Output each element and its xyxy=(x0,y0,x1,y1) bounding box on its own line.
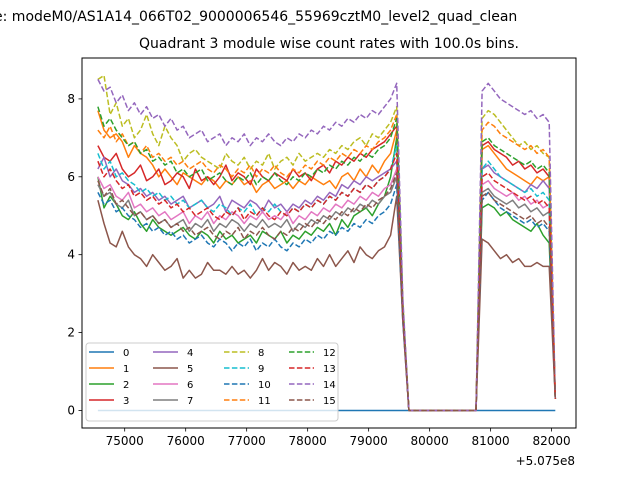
y-tick-label: 8 xyxy=(67,92,75,106)
x-axis: 75000 76000 77000 78000 79000 80000 81000 82000 xyxy=(106,428,571,448)
series-line-6 xyxy=(97,168,557,412)
x-tick-label: 79000 xyxy=(350,434,388,448)
y-axis: 0 2 4 6 8 xyxy=(67,92,82,417)
y-tick-label: 4 xyxy=(67,248,75,262)
x-tick-label: 77000 xyxy=(228,434,266,448)
series-line-12 xyxy=(97,106,557,412)
series-line-5 xyxy=(97,195,557,412)
legend-label-0: 0 xyxy=(123,348,129,359)
y-tick-label: 0 xyxy=(67,403,75,417)
chart-title: Quadrant 3 module wise count rates with … xyxy=(139,36,519,52)
series-line-11 xyxy=(97,113,557,412)
legend-label-10: 10 xyxy=(258,380,271,391)
legend-label-6: 6 xyxy=(187,380,193,391)
x-tick-label: 80000 xyxy=(411,434,449,448)
legend-label-2: 2 xyxy=(123,380,129,391)
legend-label-13: 13 xyxy=(323,364,336,375)
legend-label-15: 15 xyxy=(323,396,336,407)
y-tick-label: 2 xyxy=(67,326,75,340)
x-offset-label: +5.075e8 xyxy=(516,454,575,468)
figure-title: n file: modeM0/AS1A14_066T02_9000006546_… xyxy=(0,9,518,25)
series-line-15 xyxy=(97,172,557,412)
x-tick-label: 78000 xyxy=(289,434,327,448)
legend-label-7: 7 xyxy=(187,396,193,407)
y-tick-label: 6 xyxy=(67,170,75,184)
axes-frame xyxy=(81,57,577,429)
x-tick-label: 76000 xyxy=(167,434,205,448)
legend-label-3: 3 xyxy=(123,396,129,407)
x-tick-label: 75000 xyxy=(106,434,144,448)
legend-label-12: 12 xyxy=(323,348,336,359)
series-line-14 xyxy=(97,79,557,412)
series-line-2 xyxy=(97,137,557,412)
legend-label-4: 4 xyxy=(187,348,193,359)
series-lines xyxy=(97,74,557,412)
x-tick-label: 81000 xyxy=(472,434,510,448)
legend-label-9: 9 xyxy=(258,364,264,375)
series-line-4 xyxy=(97,156,557,412)
series-line-10 xyxy=(97,183,557,412)
legend-label-11: 11 xyxy=(258,396,271,407)
legend-label-14: 14 xyxy=(323,380,336,391)
legend-label-1: 1 xyxy=(123,364,129,375)
legend-label-8: 8 xyxy=(258,348,264,359)
legend-label-5: 5 xyxy=(187,364,193,375)
x-tick-label: 82000 xyxy=(533,434,571,448)
series-line-13 xyxy=(97,152,557,412)
legend-box xyxy=(85,342,339,422)
series-line-3 xyxy=(97,125,557,412)
